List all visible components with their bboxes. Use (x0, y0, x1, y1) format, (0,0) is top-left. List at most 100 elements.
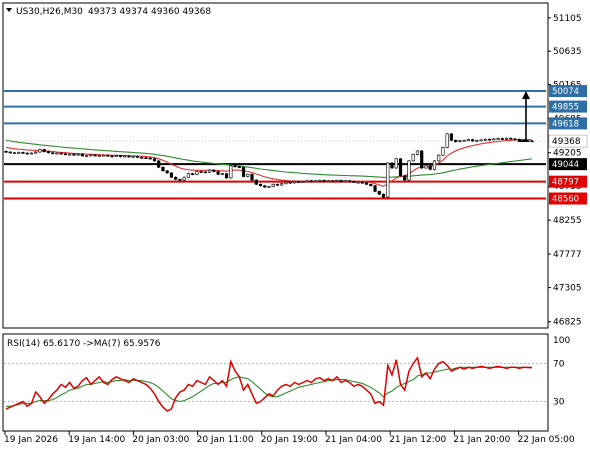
candle (8, 151, 12, 154)
candle-body (118, 155, 123, 157)
candle-body (25, 152, 29, 155)
candle (428, 165, 432, 171)
candle-body (386, 162, 390, 198)
candle (487, 138, 492, 141)
candle (364, 182, 369, 186)
candle-body (250, 174, 254, 181)
candle-body (267, 186, 271, 188)
candle-body (318, 180, 322, 182)
candle-body (80, 153, 84, 157)
candles (4, 133, 534, 198)
candle-body (437, 154, 441, 162)
candle (466, 138, 470, 142)
candle-body (59, 152, 63, 155)
candle (500, 137, 504, 141)
candle-body (216, 171, 220, 175)
candle-body (271, 184, 275, 187)
candle-body (496, 138, 500, 140)
candle (63, 152, 67, 156)
candle (292, 180, 297, 184)
candle-body (42, 149, 46, 152)
time-axis: 19 Jan 2026 19 Jan 14:00 20 Jan 03:00 20 Ja… (4, 431, 575, 445)
candle (25, 152, 29, 155)
candle (110, 155, 114, 158)
candle (479, 139, 483, 142)
candle-body (356, 181, 360, 184)
candle-body (89, 154, 93, 157)
candle (29, 152, 34, 155)
candle (46, 150, 51, 154)
candle-body (63, 153, 67, 156)
candle-body (224, 173, 229, 179)
candle-body (76, 153, 80, 156)
candle-body (110, 155, 114, 158)
candle (318, 179, 322, 182)
candle (72, 153, 76, 156)
candle (492, 138, 496, 141)
candle-body (331, 180, 335, 183)
candle (195, 170, 199, 176)
candle-body (123, 155, 127, 158)
candle-body (500, 138, 504, 140)
symbol-label: US30,H26,M30 (16, 7, 83, 17)
candle (309, 179, 314, 183)
candle (373, 184, 377, 193)
candle-body (263, 185, 267, 188)
candle-body (454, 139, 458, 143)
candle-body (483, 138, 487, 141)
candle (415, 150, 420, 156)
candle-body (288, 181, 292, 184)
ohlc-readout: 49373 49374 49360 49368 (88, 7, 211, 17)
price-tick-label: 50635 (553, 47, 582, 57)
candle-body (178, 179, 182, 181)
candle (229, 165, 233, 179)
candle (169, 172, 174, 179)
candle-body (165, 170, 169, 174)
fast-moving-average-line (5, 139, 533, 188)
candle (343, 179, 347, 183)
candle-body (182, 176, 186, 181)
candle (233, 165, 237, 168)
price-axis: 5110550635501654968549205487354825547777… (548, 14, 582, 328)
candle-body (84, 155, 89, 157)
candle-body (462, 139, 466, 142)
candle (42, 148, 46, 153)
candle-body (377, 191, 381, 195)
candle (246, 173, 250, 178)
time-tick-label: 20 Jan 11:00 (197, 435, 254, 445)
candle (305, 179, 309, 183)
candle (284, 181, 288, 185)
candle (144, 156, 148, 159)
rsi-ma-line (6, 366, 532, 407)
candle-body (509, 137, 513, 140)
candle (131, 155, 135, 158)
candle (212, 169, 216, 173)
candle-body (17, 152, 21, 154)
candle (34, 151, 38, 154)
candle-body (34, 151, 38, 154)
candle-body (4, 151, 8, 153)
candle-body (432, 160, 437, 170)
candle-body (275, 184, 280, 186)
time-tick-label: 21 Jan 12:00 (389, 435, 446, 445)
candle (93, 153, 97, 157)
candle (157, 160, 161, 169)
projection-arrow (518, 91, 530, 142)
candle (390, 162, 394, 169)
price-tick-label: 48255 (553, 216, 582, 226)
candle-body (140, 157, 144, 159)
collapse-triangle-icon[interactable] (6, 8, 12, 12)
rsi-indicator: 100 70 30 (4, 336, 570, 412)
candle (335, 179, 339, 182)
candle (241, 166, 246, 178)
candle-body (157, 160, 161, 168)
candle-body (326, 180, 330, 183)
candle-body (292, 181, 297, 184)
candle (127, 155, 131, 158)
candle-body (237, 166, 241, 168)
candle-body (360, 181, 364, 184)
candle (186, 172, 191, 179)
time-tick-label: 19 Jan 14:00 (68, 435, 125, 445)
candle (475, 139, 479, 142)
time-tick-label: 20 Jan 03:00 (132, 435, 189, 445)
